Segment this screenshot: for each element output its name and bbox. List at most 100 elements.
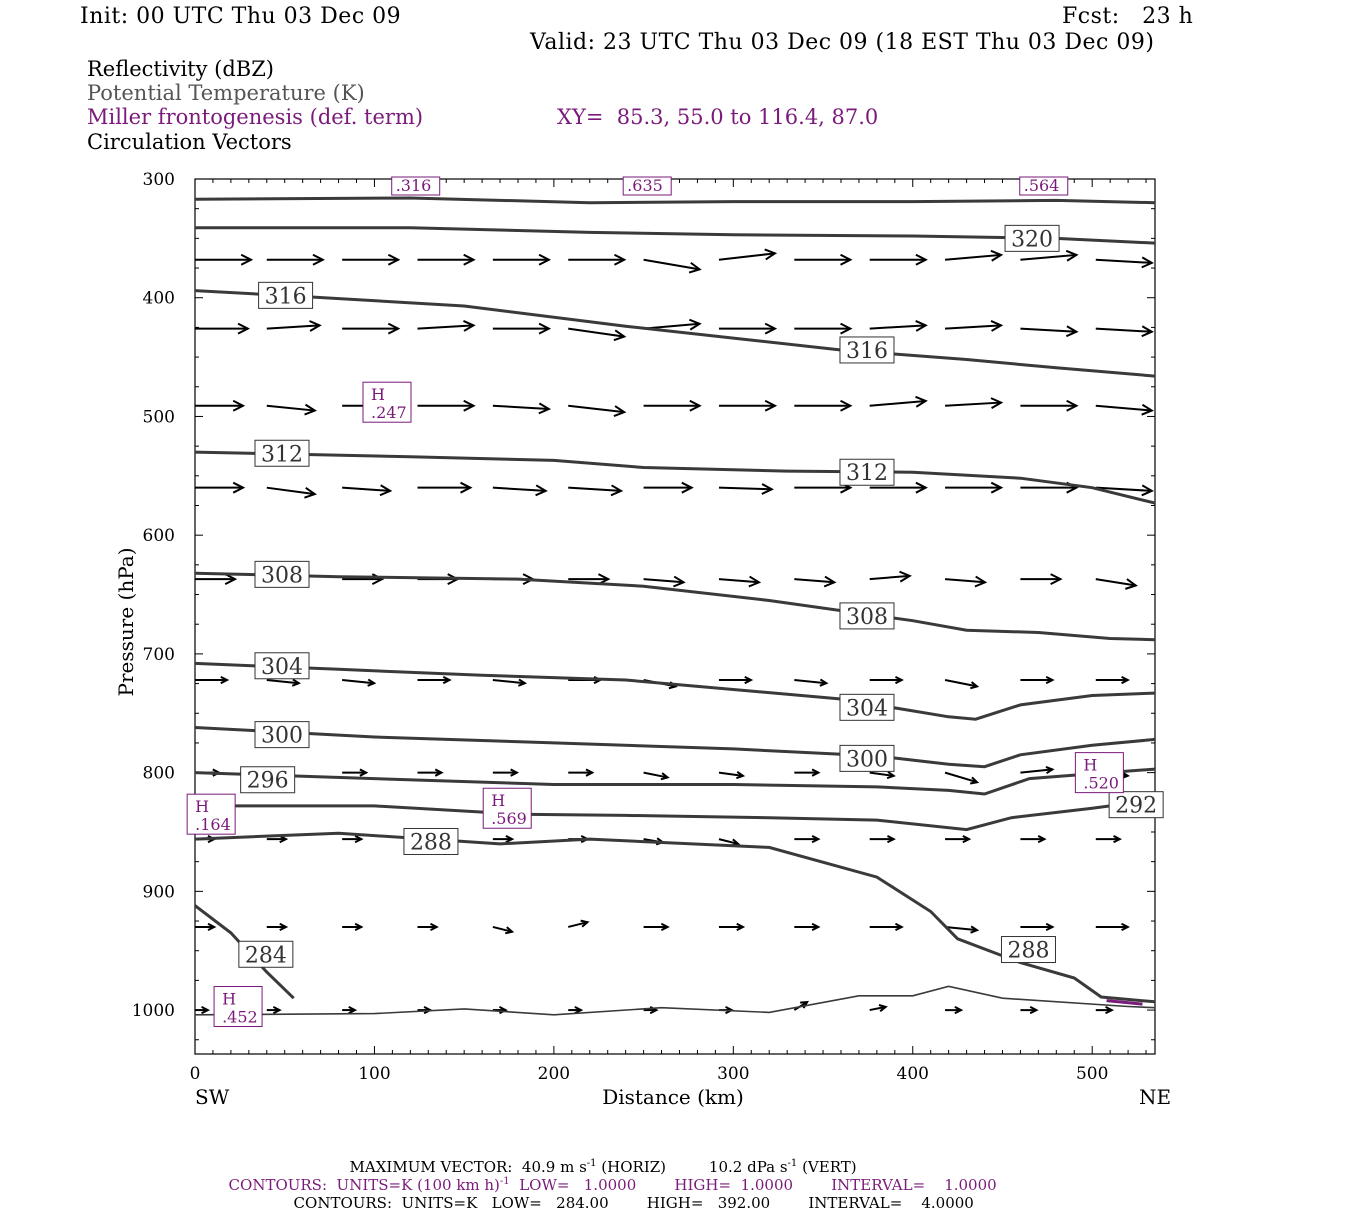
- vector-arrowhead: [899, 570, 912, 583]
- circulation-vector: [944, 401, 1002, 407]
- vector-arrowhead: [764, 322, 778, 335]
- circulation-vector: [266, 324, 320, 330]
- circulation-vector: [869, 324, 926, 330]
- circulation-vector: [944, 324, 1002, 330]
- field-circulation: Circulation Vectors: [87, 130, 292, 154]
- vector-arrowhead: [1141, 403, 1154, 416]
- vector-arrowhead: [878, 1004, 888, 1012]
- circulation-vector: [568, 404, 625, 414]
- circulation-vector: [568, 486, 622, 492]
- vector-arrowhead: [538, 322, 552, 335]
- fronto-contour: [1106, 999, 1143, 1006]
- vector-arrowhead: [736, 771, 746, 780]
- circulation-vector: [869, 1005, 886, 1012]
- circulation-vector: [718, 252, 776, 261]
- vector-arrowhead: [367, 678, 377, 687]
- vector-arrowhead: [744, 675, 754, 685]
- vector-arrowhead: [291, 678, 301, 687]
- contour-label: 316: [846, 339, 888, 364]
- theta-contour-note: CONTOURS: UNITS=K LOW= 284.00 HIGH= 392.…: [293, 1194, 974, 1212]
- vector-arrowhead: [1045, 675, 1055, 685]
- y-tick-label: 1000: [132, 1001, 175, 1021]
- x-tick-label: 500: [1076, 1064, 1108, 1084]
- circulation-vector: [869, 771, 894, 777]
- vector-arrowhead: [1141, 256, 1154, 269]
- vector-arrowhead: [304, 403, 317, 416]
- vector-arrowhead: [990, 320, 1004, 332]
- vector-arrowhead: [354, 835, 364, 844]
- circulation-vector: [869, 399, 926, 407]
- theta-contour: [195, 571, 1155, 642]
- vector-arrowhead: [764, 248, 778, 261]
- theta-contour: [195, 831, 1155, 1004]
- vector-arrowhead: [201, 1006, 211, 1015]
- vector-arrowhead: [688, 261, 702, 274]
- circulation-vector: [944, 578, 986, 584]
- fronto-max-value: .452: [222, 1008, 258, 1027]
- circulation-vector: [718, 486, 772, 491]
- vector-arrowhead: [574, 1006, 584, 1015]
- vector-arrowhead: [1050, 573, 1063, 585]
- circulation-vector: [718, 578, 760, 584]
- vector-arrowhead: [962, 835, 972, 844]
- contour-label: 288: [410, 830, 452, 855]
- circulation-vector: [1020, 327, 1077, 333]
- fronto-max-mark: H: [491, 791, 505, 810]
- vector-arrowhead: [1141, 484, 1154, 497]
- fronto-max-box: [213, 986, 263, 1028]
- x-tick-label: 100: [358, 1064, 390, 1084]
- contour-label-box: [254, 439, 310, 467]
- vector-arrowhead: [442, 675, 452, 685]
- theta-contour: [195, 767, 1155, 796]
- contour-label: 316: [265, 284, 307, 309]
- vector-arrowhead: [580, 919, 590, 928]
- x-tick-label: 400: [897, 1064, 929, 1084]
- x-tick-label: 0: [190, 1064, 201, 1084]
- fronto-max-mark: H: [195, 797, 209, 816]
- vector-arrowhead: [613, 253, 627, 266]
- vector-arrowhead: [1105, 1006, 1114, 1015]
- fronto-max-mark: H: [1083, 756, 1097, 775]
- theta-contour: [195, 798, 1155, 832]
- vector-arrowhead: [823, 575, 837, 588]
- circulation-vector: [718, 771, 744, 777]
- vector-arrowhead: [748, 575, 762, 588]
- circulation-vector: [266, 679, 299, 685]
- circulation-vector: [944, 253, 1002, 261]
- contour-label: 292: [1115, 794, 1157, 819]
- vector-arrowhead: [312, 253, 325, 266]
- contour-label-box: [254, 560, 310, 588]
- y-tick-label: 600: [143, 526, 175, 546]
- vector-arrowhead: [1141, 325, 1154, 338]
- vector-arrowhead: [819, 678, 829, 687]
- contour-label-box: [1000, 936, 1056, 964]
- theta-contour: [195, 985, 1155, 1016]
- vector-arrowhead: [272, 1006, 282, 1015]
- fronto-max-box: [622, 176, 672, 196]
- circulation-vector: [1095, 258, 1152, 264]
- circulation-vector: [1095, 486, 1152, 492]
- circulation-vector: [718, 838, 739, 845]
- contour-label-box: [1108, 791, 1164, 819]
- vector-arrowhead: [1121, 675, 1130, 685]
- vector-arrowhead: [430, 922, 439, 932]
- vector-arrowhead: [1045, 922, 1055, 932]
- circulation-vector: [944, 925, 978, 932]
- contour-label: 312: [846, 461, 888, 486]
- vector-arrowhead: [207, 922, 217, 932]
- vector-arrowhead: [505, 835, 515, 844]
- vector-arrowhead: [673, 575, 686, 588]
- vector-arrowhead: [840, 399, 853, 412]
- vector-arrowhead: [585, 768, 595, 777]
- fronto-max-mark: H: [371, 385, 385, 404]
- vector-arrowhead: [517, 678, 528, 687]
- circulation-vector: [794, 578, 835, 584]
- contour-label: 284: [245, 943, 287, 968]
- forecast-hour: Fcst: 23 h: [1062, 4, 1194, 29]
- circulation-vector: [492, 925, 513, 933]
- fronto-max-value: .164: [195, 815, 231, 834]
- cross-section-endpoints: XY= 85.3, 55.0 to 116.4, 87.0: [557, 105, 879, 129]
- vector-arrowhead: [1029, 1006, 1039, 1015]
- circulation-vector: [492, 404, 549, 410]
- vector-arrowhead: [681, 481, 694, 494]
